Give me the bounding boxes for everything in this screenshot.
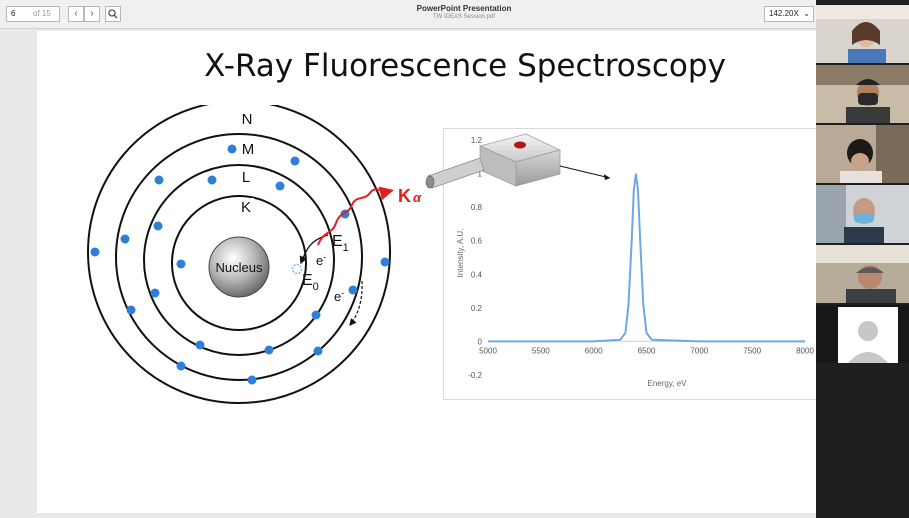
y-axis-label: Intensity, A.U.: [456, 229, 465, 278]
y-tick-label: 0: [478, 337, 483, 346]
nucleus: [208, 236, 270, 298]
zoom-select[interactable]: 142.20X ⌄: [764, 6, 814, 22]
electron-vacancy: [291, 263, 303, 275]
shell-n: [87, 105, 391, 404]
y-tick-label: 0.4: [471, 270, 483, 279]
page-number-field[interactable]: 6 of 15: [6, 6, 60, 22]
participant-video-4[interactable]: [816, 185, 909, 243]
shell-m: [115, 133, 363, 381]
zoom-value: 142.20X: [769, 9, 799, 18]
chevron-left-icon: ‹: [74, 8, 78, 19]
electron: [153, 221, 163, 231]
y-tick-label: 1.2: [471, 136, 483, 145]
chevron-down-icon: ⌄: [803, 9, 810, 18]
y-tick-label: -0.2: [468, 371, 482, 380]
x-tick-label: 8000: [796, 346, 814, 355]
electron: [275, 181, 285, 191]
electron: [150, 288, 160, 298]
y-tick-label: 0.6: [471, 237, 483, 246]
shell-label-n: N: [242, 111, 253, 128]
x-axis-label: Energy, eV: [648, 379, 688, 388]
series-line: [488, 173, 805, 343]
document-title: PowerPoint Presentation: [416, 4, 512, 13]
y-tick-label: 0.8: [471, 203, 483, 212]
x-tick-label: 6500: [638, 346, 656, 355]
pointer-arrow: [559, 165, 611, 179]
x-tick-label: 6000: [585, 346, 603, 355]
viewer-toolbar: 6 of 15 ‹ › PowerPoint Presentation TW I…: [0, 0, 816, 29]
next-page-button[interactable]: ›: [84, 6, 100, 22]
electron: [247, 375, 257, 385]
shell-label-m: M: [242, 141, 255, 158]
y-tick-label: 0.2: [471, 304, 483, 313]
electron: [207, 175, 217, 185]
participant-video-6[interactable]: [816, 305, 909, 363]
participant-video-1[interactable]: [816, 5, 909, 63]
chevron-right-icon: ›: [90, 8, 94, 19]
electron: [290, 156, 300, 166]
electron: [348, 285, 358, 295]
search-button[interactable]: [105, 6, 121, 22]
participant-video-5[interactable]: [816, 245, 909, 303]
electron: [176, 259, 186, 269]
shell-label-k: K: [241, 199, 251, 216]
electrons: [90, 144, 390, 385]
slide-title: X-Ray Fluorescence Spectroscopy: [204, 48, 726, 84]
electron: [227, 144, 237, 154]
electron: [90, 247, 100, 257]
electron: [154, 175, 164, 185]
previous-page-button[interactable]: ‹: [68, 6, 84, 22]
x-tick-label: 5500: [532, 346, 550, 355]
xrf-analyzer-illustration: [425, 133, 611, 189]
electron: [195, 340, 205, 350]
electron: [176, 361, 186, 371]
cascade-arrow: [349, 280, 363, 326]
document-filename: TW IDEAS Session.pdf: [432, 14, 496, 20]
shell-l: [143, 164, 335, 356]
energy-label-e0: E0: [302, 272, 319, 293]
search-icon: [108, 9, 118, 19]
electron: [264, 345, 274, 355]
electron: [126, 305, 136, 315]
x-tick-label: 5000: [479, 346, 497, 355]
energy-label-e1: E1: [332, 233, 349, 254]
y-tick-label: 1: [478, 170, 483, 179]
electron: [311, 310, 321, 320]
electron: [313, 346, 323, 356]
spectrum-chart: 5000 5500 6000 6500 7000 7500 8000 -0.2 0 0.2 0.4 0…: [456, 136, 814, 388]
x-tick-label: 7000: [690, 346, 708, 355]
participant-video-3[interactable]: [816, 125, 909, 183]
electron-label-1: e-: [316, 252, 326, 268]
page-total: of 15: [33, 9, 51, 18]
page-current: 6: [11, 9, 16, 18]
participant-video-2[interactable]: [816, 65, 909, 123]
nucleus-label: Nucleus: [216, 260, 263, 275]
avatar-placeholder-icon: [858, 321, 878, 341]
electron-label-2: e-: [334, 288, 344, 304]
shell-label-l: L: [242, 169, 250, 186]
electron: [120, 234, 130, 244]
x-tick-label: 7500: [743, 346, 761, 355]
electron: [380, 257, 390, 267]
k-alpha-emission-wave: [317, 186, 394, 246]
